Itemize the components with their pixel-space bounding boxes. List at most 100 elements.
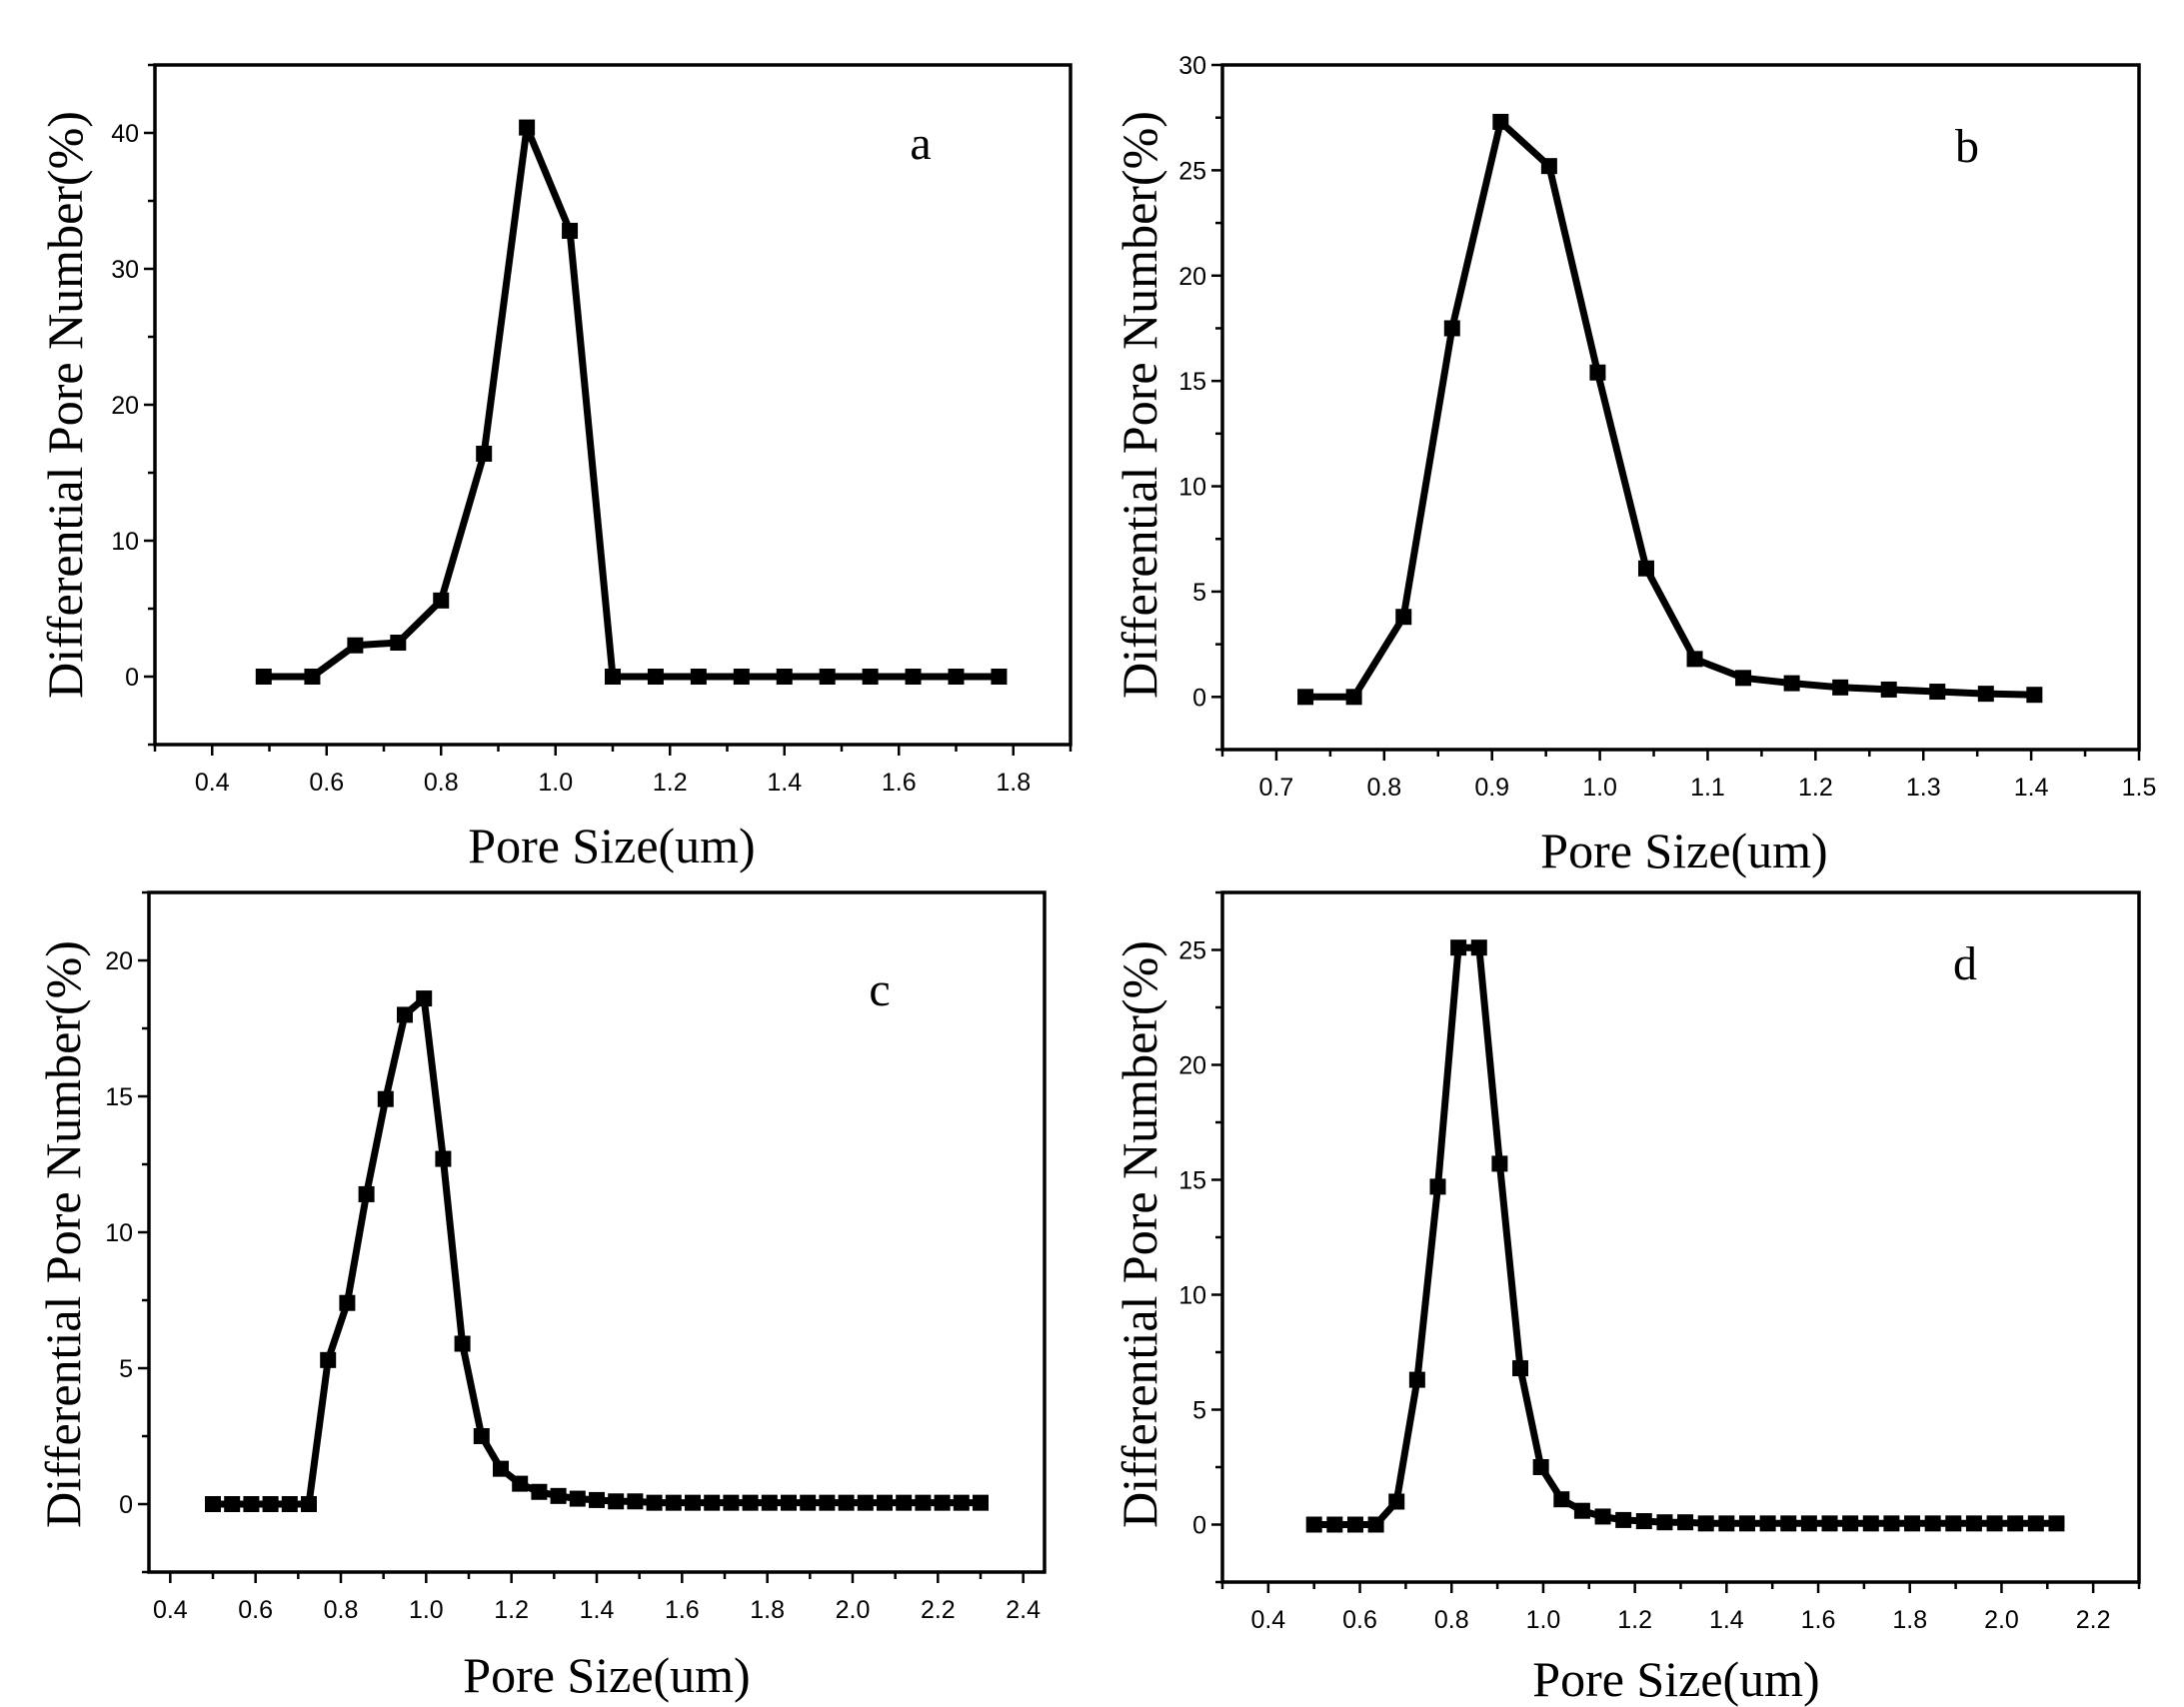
data-point-c bbox=[569, 1490, 586, 1507]
y-tick-label-b: 15 bbox=[1178, 368, 1206, 396]
data-point-d bbox=[1388, 1493, 1405, 1510]
panel-letter-a: a bbox=[910, 117, 931, 170]
data-point-b bbox=[1735, 670, 1752, 687]
data-point-c bbox=[915, 1494, 932, 1511]
x-tick-label-c: 1.8 bbox=[750, 1596, 785, 1624]
x-tick-label-c: 0.4 bbox=[153, 1596, 188, 1624]
data-point-d bbox=[1862, 1515, 1879, 1532]
data-point-c bbox=[781, 1494, 797, 1511]
data-point-c bbox=[243, 1496, 260, 1512]
data-point-a bbox=[476, 445, 493, 462]
panel-b: b Pore Size(um) Differential Pore Number… bbox=[1111, 52, 2156, 878]
data-point-c bbox=[723, 1494, 740, 1511]
data-point-a bbox=[647, 669, 664, 685]
data-point-d bbox=[1924, 1515, 1941, 1532]
data-point-c bbox=[742, 1494, 759, 1511]
data-point-a bbox=[605, 669, 621, 685]
data-point-d bbox=[1532, 1459, 1549, 1475]
data-point-d bbox=[1367, 1516, 1384, 1533]
x-tick-label-b: 1.3 bbox=[1906, 774, 1941, 802]
data-point-c bbox=[800, 1494, 817, 1511]
y-tick-label-a: 0 bbox=[125, 664, 139, 692]
panel-letter-c: c bbox=[869, 963, 890, 1016]
data-point-c bbox=[512, 1475, 529, 1492]
x-tick-label-b: 1.0 bbox=[1582, 774, 1617, 802]
x-tick-label-c: 0.8 bbox=[324, 1596, 359, 1624]
data-point-b bbox=[1832, 679, 1849, 696]
x-tick-label-a: 1.6 bbox=[882, 769, 917, 797]
series-line-d bbox=[1310, 943, 2060, 1528]
y-tick-label-d: 5 bbox=[1192, 1397, 1206, 1425]
data-point-c bbox=[685, 1494, 701, 1511]
y-tick-label-a: 30 bbox=[111, 256, 139, 284]
data-point-d bbox=[1904, 1515, 1921, 1532]
x-tick-label-b: 0.7 bbox=[1259, 774, 1294, 802]
x-tick-label-d: 1.8 bbox=[1892, 1606, 1927, 1634]
y-axis-title-a: Differential Pore Number(%) bbox=[37, 111, 93, 699]
data-point-c bbox=[262, 1496, 279, 1512]
data-point-b bbox=[1880, 681, 1897, 698]
panel-c: c Pore Size(um) Differential Pore Number… bbox=[35, 890, 1047, 1703]
x-tick-label-d: 0.6 bbox=[1342, 1606, 1377, 1634]
data-point-d bbox=[1945, 1515, 1962, 1532]
data-point-b bbox=[1977, 686, 1994, 703]
data-point-b bbox=[1540, 158, 1557, 175]
data-point-d bbox=[1986, 1515, 2003, 1532]
data-point-c bbox=[627, 1493, 644, 1510]
data-point-c bbox=[646, 1494, 663, 1511]
x-tick-label-d: 2.0 bbox=[1984, 1606, 2019, 1634]
data-point-d bbox=[1470, 939, 1487, 956]
y-tick-label-b: 30 bbox=[1178, 52, 1206, 80]
y-tick-label-b: 25 bbox=[1178, 157, 1206, 185]
x-tick-label-a: 0.6 bbox=[309, 769, 344, 797]
data-point-d bbox=[1800, 1515, 1817, 1532]
data-point-d bbox=[1842, 1515, 1859, 1532]
data-point-a bbox=[433, 592, 450, 609]
y-axis-title-c: Differential Pore Number(%) bbox=[35, 940, 91, 1528]
x-tick-label-c: 0.6 bbox=[238, 1596, 273, 1624]
panel-a: a Pore Size(um) Differential Pore Number… bbox=[37, 63, 1073, 873]
data-point-c bbox=[339, 1294, 356, 1311]
x-tick-label-b: 1.4 bbox=[2014, 774, 2049, 802]
data-point-a bbox=[255, 669, 272, 685]
x-tick-label-b: 0.8 bbox=[1366, 774, 1401, 802]
data-point-c bbox=[473, 1428, 490, 1444]
data-point-c bbox=[531, 1483, 548, 1500]
data-point-b bbox=[1589, 364, 1606, 381]
data-point-a bbox=[347, 637, 364, 654]
data-point-d bbox=[1883, 1515, 1900, 1532]
data-point-d bbox=[1615, 1511, 1632, 1528]
x-tick-label-d: 1.6 bbox=[1801, 1606, 1836, 1634]
y-tick-label-a: 40 bbox=[111, 120, 139, 148]
x-axis-title-a: Pore Size(um) bbox=[468, 818, 755, 873]
x-axis-title-d: Pore Size(um) bbox=[1532, 1651, 1819, 1707]
y-tick-label-c: 10 bbox=[105, 1219, 133, 1247]
x-tick-label-a: 1.8 bbox=[996, 769, 1031, 797]
x-tick-label-d: 0.8 bbox=[1434, 1606, 1469, 1634]
data-point-c bbox=[857, 1494, 874, 1511]
data-point-a bbox=[390, 635, 407, 651]
plot-frame-b bbox=[1220, 63, 2141, 752]
data-point-d bbox=[2027, 1515, 2044, 1532]
x-tick-label-a: 0.4 bbox=[195, 769, 230, 797]
data-point-b bbox=[1783, 675, 1800, 692]
data-point-a bbox=[562, 222, 579, 239]
panel-d: d Pore Size(um) Differential Pore Number… bbox=[1111, 890, 2141, 1707]
data-point-d bbox=[1450, 939, 1467, 956]
y-tick-label-c: 5 bbox=[119, 1355, 133, 1383]
data-point-a bbox=[948, 669, 965, 685]
series-line-b bbox=[1301, 118, 2038, 701]
y-axis-title-b: Differential Pore Number(%) bbox=[1111, 111, 1167, 699]
y-tick-label-c: 20 bbox=[105, 947, 133, 975]
data-point-d bbox=[1677, 1514, 1694, 1531]
x-tick-label-d: 1.0 bbox=[1526, 1606, 1561, 1634]
x-tick-label-a: 1.0 bbox=[538, 769, 573, 797]
y-tick-label-d: 20 bbox=[1178, 1052, 1206, 1080]
data-point-c bbox=[493, 1460, 509, 1477]
series-line-a bbox=[260, 124, 1003, 681]
data-point-d bbox=[1697, 1515, 1714, 1532]
data-point-c bbox=[973, 1494, 989, 1511]
x-axis-title-b: Pore Size(um) bbox=[1540, 823, 1827, 878]
data-point-c bbox=[205, 1496, 221, 1512]
data-point-c bbox=[454, 1335, 471, 1352]
